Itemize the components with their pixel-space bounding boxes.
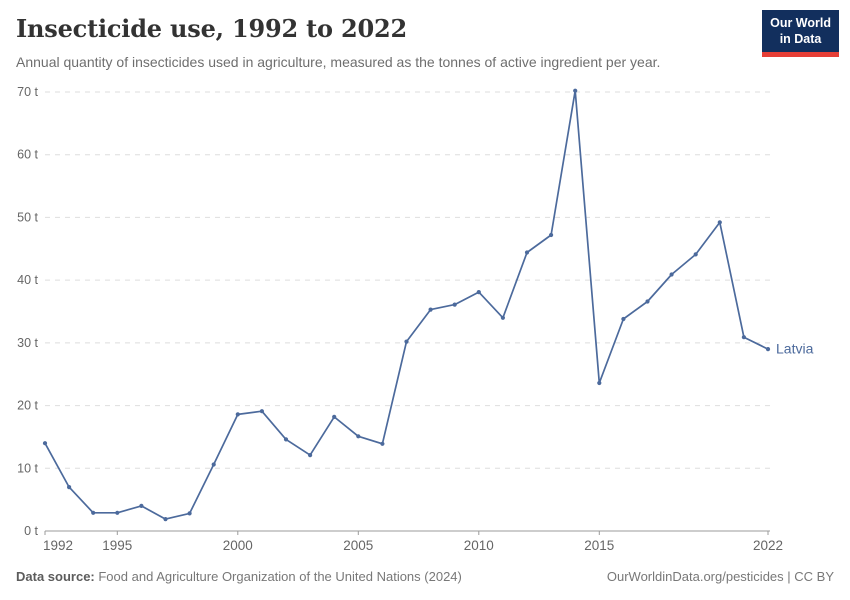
data-point[interactable] [428,307,433,312]
data-point[interactable] [259,409,264,414]
data-point[interactable] [452,302,457,307]
y-tick-label: 40 t [17,273,38,287]
data-source: Data source: Food and Agriculture Organi… [16,569,462,584]
data-point[interactable] [573,88,578,93]
series-end-label: Latvia [776,341,814,357]
y-tick-label: 30 t [17,336,38,350]
x-tick-label: 1995 [102,538,132,553]
chart-subtitle: Annual quantity of insecticides used in … [16,54,661,70]
data-point[interactable] [693,252,698,257]
x-tick-label: 2015 [584,538,614,553]
data-source-text: Food and Agriculture Organization of the… [94,569,462,584]
data-point[interactable] [380,441,385,446]
y-tick-label: 60 t [17,148,38,162]
data-point[interactable] [765,347,771,352]
x-tick-label: 2010 [464,538,494,553]
y-tick-label: 70 t [17,85,38,99]
data-point[interactable] [187,511,192,516]
y-tick-label: 20 t [17,399,38,413]
data-point[interactable] [476,290,481,295]
data-point[interactable] [67,485,72,490]
data-point[interactable] [42,441,48,446]
owid-logo[interactable]: Our World in Data [762,10,839,58]
data-point[interactable] [163,517,168,522]
data-point[interactable] [621,316,626,322]
chart-title: Insecticide use, 1992 to 2022 [16,14,407,43]
x-tick-label: 2022 [753,538,783,553]
data-point[interactable] [115,510,120,515]
owid-logo-line2: in Data [779,31,822,46]
attribution: OurWorldinData.org/pesticides | CC BY [606,569,834,584]
y-tick-label: 0 t [24,524,38,538]
x-tick-label: 2000 [223,538,253,553]
data-point[interactable] [139,503,144,508]
x-tick-label: 1992 [43,538,73,553]
data-point[interactable] [356,434,361,439]
data-point[interactable] [332,414,337,419]
data-point[interactable] [308,453,313,458]
chart-svg: 0 t 10 t 20 t 30 t 40 t 50 t 60 t 70 t 1992 1995 2… [17,85,814,553]
data-point[interactable] [524,250,530,255]
data-point[interactable] [669,272,674,277]
y-tick-label: 50 t [17,210,38,224]
y-tick-label: 10 t [17,461,38,475]
data-point[interactable] [404,339,409,344]
data-point[interactable] [500,315,505,320]
data-point[interactable] [91,510,96,515]
owid-logo-line1: Our World [770,16,831,30]
x-tick-label: 2005 [343,538,373,553]
data-source-label: Data source: [16,569,95,584]
data-point[interactable] [283,437,289,442]
data-point[interactable] [211,462,216,467]
data-point[interactable] [549,232,554,238]
chart-footer: Data source: Food and Agriculture Organi… [16,569,834,584]
data-point[interactable] [645,299,650,304]
data-point[interactable] [235,412,240,417]
data-point[interactable] [741,335,747,340]
data-point[interactable] [597,380,602,386]
data-point[interactable] [717,220,722,225]
